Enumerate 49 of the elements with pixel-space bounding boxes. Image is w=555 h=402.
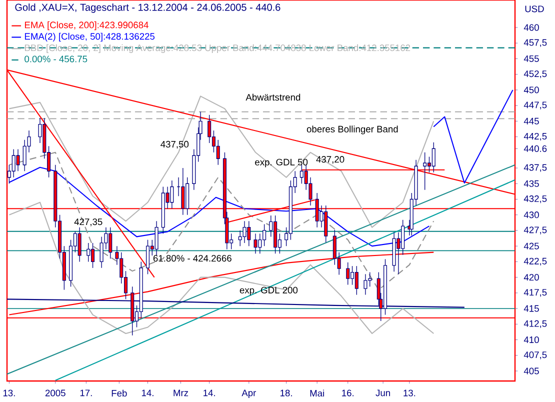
y-tick-label: 452,5 [524, 70, 547, 78]
x-tick-label: 14. [142, 390, 154, 396]
y-tick-label: 447,5 [524, 102, 547, 110]
x-tick-label: 2005 [45, 390, 66, 396]
y-tick-label: 455 [524, 55, 539, 62]
legend-label: 0.00% - 456.75 [24, 56, 88, 62]
y-tick-label: 410 [524, 336, 539, 344]
x-tick-label: Mai [310, 390, 324, 397]
y-tick-label: 407,5 [524, 352, 547, 360]
x-tick-label: Jun [376, 390, 390, 396]
y-tick-label: 422,5 [524, 258, 547, 266]
annotation: exp. GDL 50 [255, 158, 308, 168]
annotation: 61.80% - 424.2666 [153, 255, 232, 262]
x-tick-label: Apr [242, 390, 256, 398]
y-tick-label: 442,5 [524, 132, 547, 141]
x-tick-label: 16. [342, 390, 354, 396]
x-tick-label: 17. [80, 390, 92, 396]
y-tick-label: 457,5 [524, 39, 547, 47]
y-tick-label: 417,5 [524, 289, 547, 297]
x-tick-label: 13. [3, 390, 15, 396]
y-tick-label: 440.6 [524, 145, 547, 152]
annotation: oberes Bollinger Band [306, 126, 398, 134]
x-tick-label: Mrz [174, 390, 188, 396]
y-tick-label: 430 [524, 212, 539, 218]
legend-label: EMA [Close, 200]:423.990684 [24, 21, 148, 30]
y-tick-label: 460 [524, 24, 539, 31]
y-tick-label: 427,5 [524, 226, 547, 234]
annotation: 427,35 [74, 218, 102, 226]
y-tick-label: 432,5 [524, 195, 547, 204]
legend-label: EMA(2) [Close, 50]:428.136225 [24, 32, 155, 42]
y-tick-label: 415 [524, 305, 539, 312]
y-tick-label: 445 [524, 118, 539, 124]
y-tick-label: 412,5 [524, 320, 547, 328]
y-tick-label: 450 [524, 86, 539, 94]
y-tick-label: 437,5 [524, 164, 547, 172]
y-tick-label: 435 [524, 180, 539, 187]
y-tick-label: 425 [524, 242, 539, 250]
annotation: Abwärtstrend [246, 94, 300, 101]
y-tick-label: 420 [524, 274, 539, 281]
y-tick-label: 405 [524, 368, 539, 374]
x-tick-label: Feb [112, 390, 127, 397]
chart-title: Gold ,XAU=X, Tageschart - 13.12.2004 - 24.06.2005 - 440.6 [15, 4, 280, 13]
annotation: exp. GDL 200 [240, 286, 298, 296]
x-tick-label: 18. [280, 390, 292, 396]
annotation: 437,20 [316, 156, 344, 164]
x-tick-label: 13. [404, 390, 416, 396]
annotation: 437,50 [160, 140, 189, 149]
y-axis-title: USD [525, 6, 544, 12]
x-tick-label: 14. [204, 390, 215, 396]
